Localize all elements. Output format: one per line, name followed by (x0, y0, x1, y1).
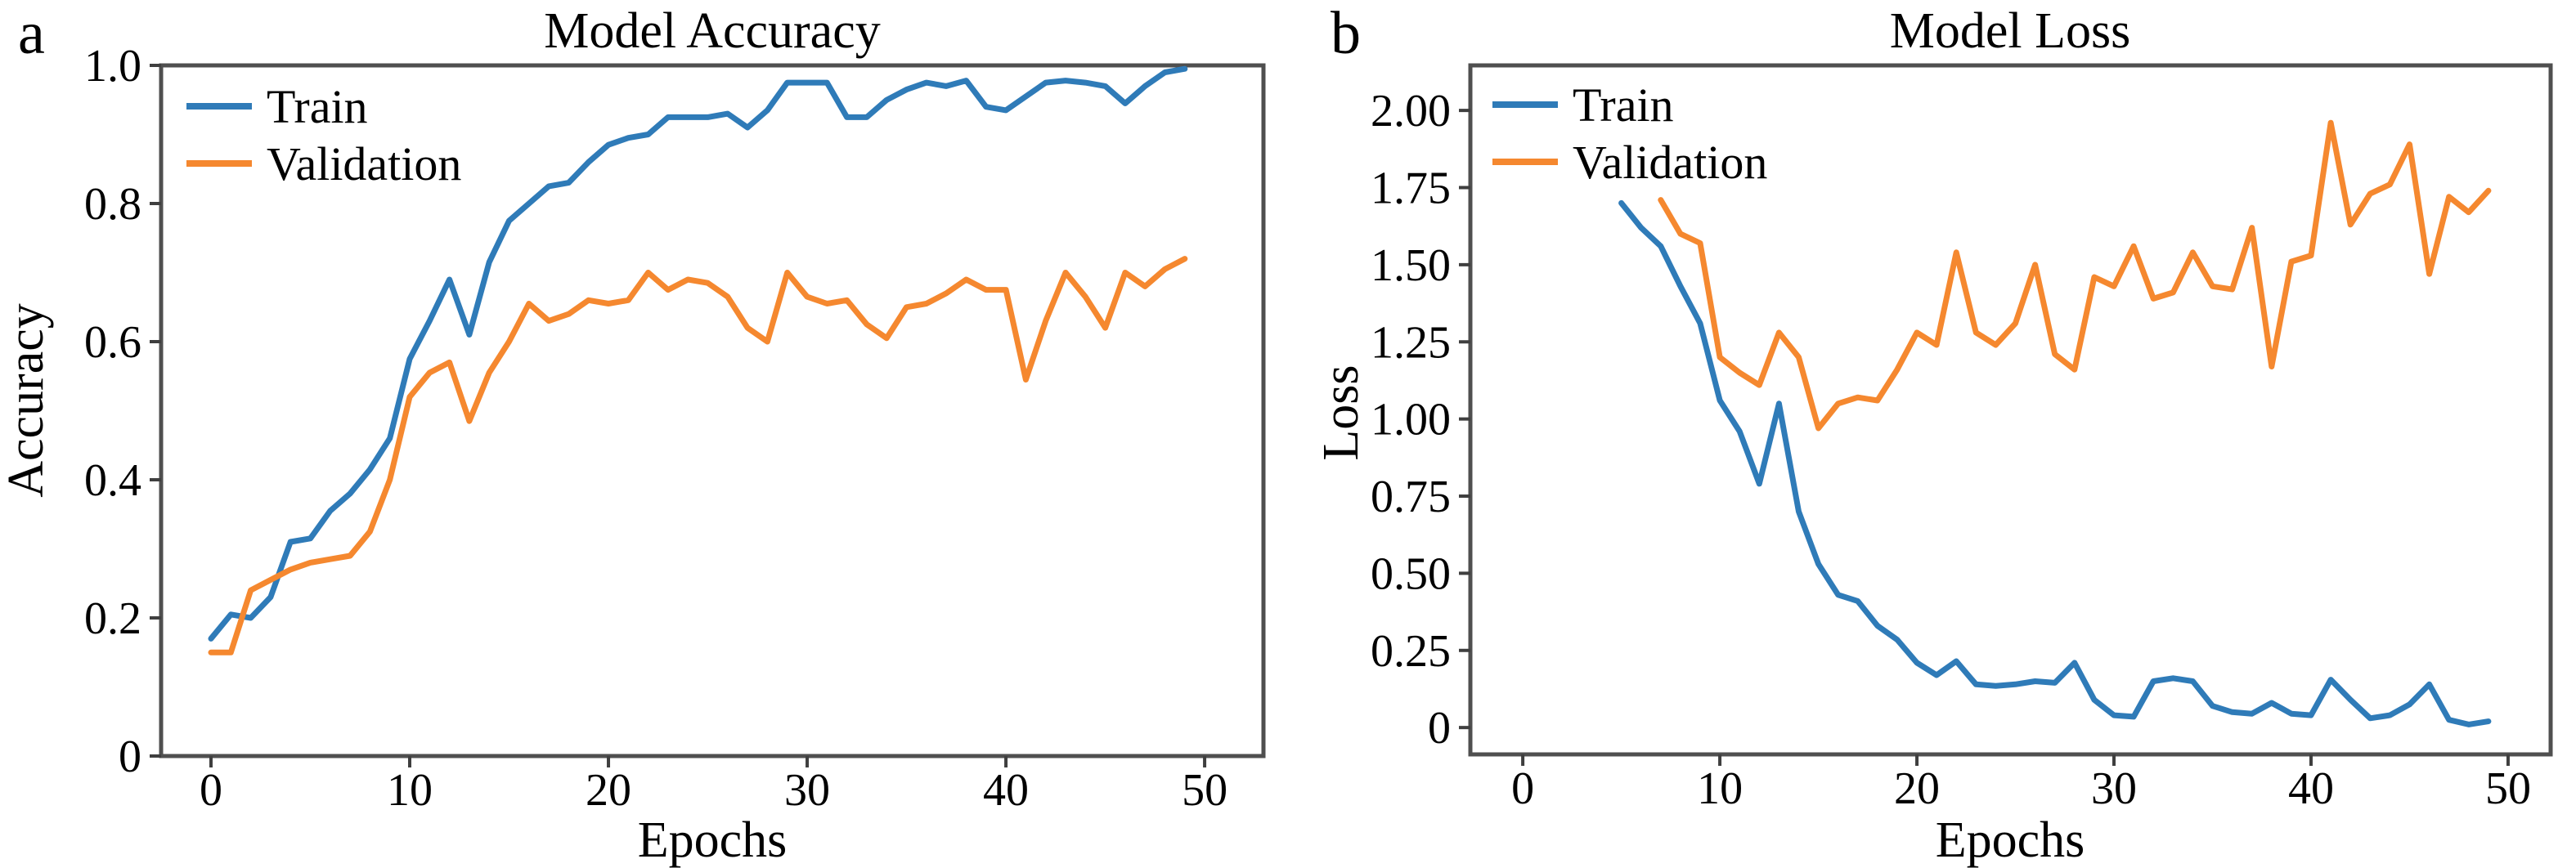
x-tick-label: 10 (387, 765, 433, 816)
train-line (1618, 199, 2492, 727)
x-tick-label: 40 (2288, 763, 2334, 814)
train-line (208, 65, 1188, 642)
x-tick-label: 50 (1182, 765, 1227, 816)
y-tick-label: 1.75 (1371, 163, 1451, 213)
y-tick-label: 0.75 (1371, 472, 1451, 522)
legend-label-train: Train (267, 80, 368, 133)
validation-line (208, 256, 1188, 655)
x-axis-title: Epochs (1936, 812, 2085, 868)
y-tick-label: 1.00 (1371, 395, 1451, 445)
y-tick-label: 0 (1428, 703, 1451, 754)
y-tick-label: 1.50 (1371, 240, 1451, 291)
legend-label-validation: Validation (1573, 136, 1767, 189)
y-tick-label: 0.25 (1371, 626, 1451, 677)
y-tick-label: 0.2 (84, 593, 141, 644)
y-tick-label: 1.25 (1371, 317, 1451, 368)
x-tick-label: 50 (2485, 763, 2531, 814)
loss-chart: 0 10 20 30 40 50 0 0.25 0.50 0.75 1.00 1.25 1.50 1.75… (1313, 3, 2553, 868)
legend-label-train: Train (1573, 78, 1674, 132)
plot-border (1468, 63, 2553, 757)
panel-letter-a: a (18, 0, 45, 67)
panel-loss: b 0 10 20 30 40 50 0 0.25 0.50 0.75 1.00 1.25 1.50 1.… (1288, 0, 2576, 868)
y-tick-label: 2.00 (1371, 86, 1451, 136)
chart-title: Model Accuracy (544, 3, 880, 59)
x-tick-label: 30 (2091, 763, 2137, 814)
plot-border (159, 63, 1266, 758)
y-tick-label: 0 (119, 732, 141, 782)
legend-label-validation: Validation (267, 137, 461, 190)
panel-accuracy: a 0 10 20 30 40 50 0 0.2 0.4 0.6 0.8 1.0 Model Accur… (0, 0, 1266, 868)
x-tick-label: 10 (1697, 763, 1743, 814)
y-tick-label: 0.4 (84, 455, 141, 506)
y-tick-label: 0.6 (84, 317, 141, 368)
accuracy-chart: 0 10 20 30 40 50 0 0.2 0.4 0.6 0.8 1.0 Model Accurac… (0, 3, 1266, 868)
chart-title: Model Loss (1890, 3, 2131, 59)
y-tick-label: 1.0 (84, 41, 141, 92)
y-tick-label: 0.50 (1371, 548, 1451, 599)
panel-letter-b: b (1331, 0, 1361, 67)
validation-line (1658, 119, 2492, 432)
x-axis-title: Epochs (638, 812, 788, 868)
x-tick-label: 20 (586, 765, 631, 816)
x-tick-label: 30 (784, 765, 830, 816)
y-axis-title: Accuracy (0, 303, 54, 498)
x-tick-label: 20 (1894, 763, 1940, 814)
x-tick-label: 0 (200, 765, 222, 816)
x-tick-label: 0 (1511, 763, 1534, 814)
y-tick-label: 0.8 (84, 179, 141, 230)
x-tick-label: 40 (983, 765, 1029, 816)
y-axis-title: Loss (1313, 365, 1369, 460)
